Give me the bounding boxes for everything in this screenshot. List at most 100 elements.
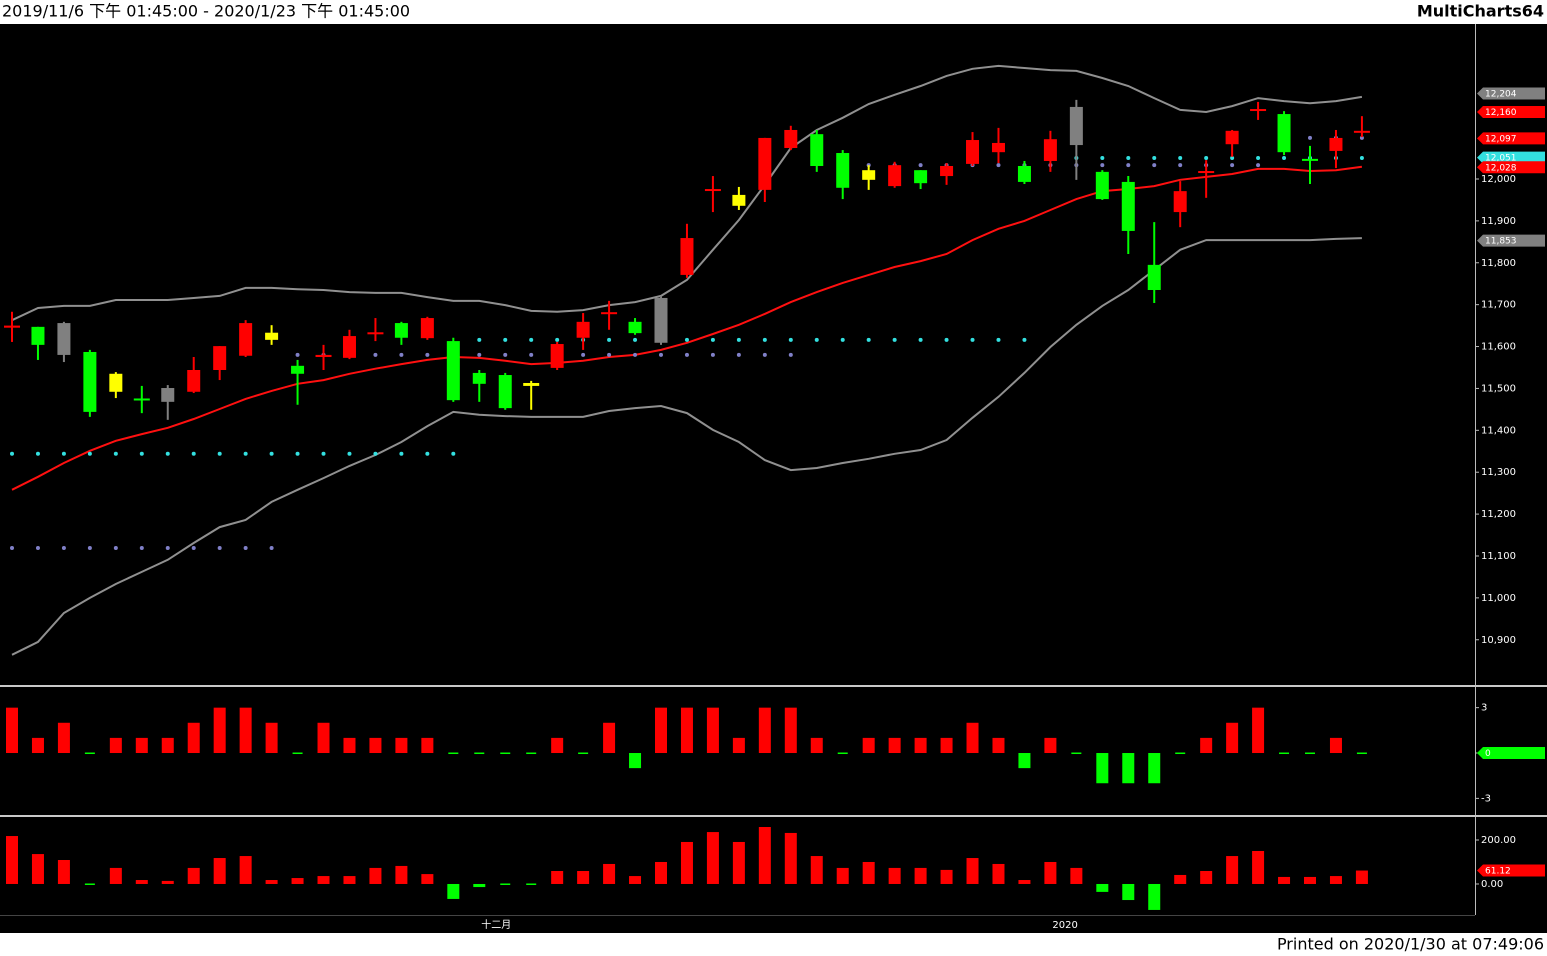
last-value-label: 12,051 bbox=[1485, 154, 1517, 164]
last-value-marker bbox=[1477, 864, 1545, 877]
indicator-bar bbox=[758, 827, 771, 884]
candle-body bbox=[109, 373, 123, 392]
level-dot bbox=[399, 352, 404, 357]
indicator-bar bbox=[1226, 856, 1239, 884]
indicator-bar bbox=[526, 752, 537, 755]
candle-body bbox=[133, 398, 150, 401]
indicator-bar bbox=[1252, 850, 1265, 884]
level-dot bbox=[607, 352, 612, 357]
indicator-bar bbox=[680, 841, 693, 884]
indicator-bar bbox=[57, 860, 70, 884]
candle-body bbox=[991, 142, 1005, 153]
indicator-bar bbox=[706, 707, 719, 754]
indicator-bar bbox=[914, 867, 927, 884]
level-dot bbox=[1256, 163, 1261, 168]
chart-area bbox=[0, 24, 1547, 933]
level-dot bbox=[1178, 156, 1183, 161]
level-dot bbox=[788, 337, 793, 342]
level-dot bbox=[191, 546, 196, 551]
last-value-label: 0 bbox=[1485, 749, 1491, 759]
app-name: MultiCharts64 bbox=[1417, 2, 1544, 21]
indicator-bar bbox=[421, 874, 434, 884]
level-dot bbox=[529, 352, 534, 357]
indicator-bar bbox=[291, 878, 304, 884]
indicator-bar bbox=[914, 737, 927, 754]
level-dot bbox=[1282, 156, 1287, 161]
level-dot bbox=[321, 451, 326, 456]
indicator-bar bbox=[1122, 883, 1135, 901]
indicator-bar bbox=[213, 858, 226, 884]
indicator-bar bbox=[31, 737, 44, 754]
candle-body bbox=[732, 194, 746, 206]
candle-body bbox=[446, 341, 460, 401]
level-dot bbox=[87, 451, 92, 456]
indicator-bar bbox=[1071, 752, 1082, 755]
level-dot bbox=[269, 546, 274, 551]
level-dot bbox=[918, 337, 923, 342]
indicator-line bbox=[11, 64, 1363, 322]
candle-body bbox=[576, 321, 590, 338]
y-tick-label: 11,600 bbox=[1481, 342, 1516, 353]
level-dot bbox=[451, 451, 456, 456]
indicator-bar bbox=[1200, 737, 1213, 754]
indicator-bar bbox=[109, 737, 122, 754]
candle-body bbox=[523, 382, 540, 386]
indicator-bar bbox=[577, 871, 590, 884]
candle-body bbox=[420, 318, 434, 339]
indicator-bar bbox=[84, 883, 95, 885]
print-info: Printed on 2020/1/30 at 07:49:06 bbox=[1277, 935, 1544, 954]
indicator-bar bbox=[343, 737, 356, 754]
indicator-bar bbox=[758, 707, 771, 754]
level-dot bbox=[1178, 163, 1183, 168]
indicator-bar bbox=[6, 836, 18, 884]
indicator-bar bbox=[31, 854, 44, 884]
candle-body bbox=[628, 321, 642, 334]
level-dot bbox=[944, 337, 949, 342]
level-dot bbox=[1256, 156, 1261, 161]
level-dot bbox=[1126, 163, 1131, 168]
indicator-bar bbox=[395, 737, 408, 754]
indicator-bar bbox=[732, 841, 745, 884]
indicator-bar bbox=[862, 737, 875, 754]
indicator-bar bbox=[1044, 737, 1057, 754]
last-value-marker bbox=[1477, 747, 1545, 760]
indicator-bar bbox=[680, 707, 693, 754]
indicator-bar bbox=[836, 867, 849, 884]
indicator-bar bbox=[187, 867, 200, 884]
last-value-marker bbox=[1477, 151, 1545, 164]
level-dot bbox=[1100, 163, 1105, 168]
level-dot bbox=[633, 352, 638, 357]
level-dot bbox=[1230, 163, 1235, 168]
level-dot bbox=[762, 337, 767, 342]
candle-body bbox=[239, 323, 253, 356]
candle-body bbox=[601, 312, 618, 315]
y-tick-label: 12,000 bbox=[1481, 174, 1516, 185]
level-dot bbox=[607, 337, 612, 342]
last-value-label: 12,204 bbox=[1485, 90, 1517, 100]
candle-body bbox=[1329, 137, 1343, 151]
level-dot bbox=[710, 352, 715, 357]
level-dot bbox=[165, 546, 170, 551]
x-tick-label: 2020 bbox=[1052, 920, 1077, 931]
y-tick-label: 200.00 bbox=[1481, 835, 1516, 846]
level-dot bbox=[840, 337, 845, 342]
y-tick-label: 11,700 bbox=[1481, 300, 1516, 311]
indicator-bar bbox=[213, 707, 226, 754]
indicator-bar bbox=[1174, 874, 1187, 884]
level-dot bbox=[477, 337, 482, 342]
y-tick-label: 11,800 bbox=[1481, 258, 1516, 269]
level-dot bbox=[269, 451, 274, 456]
indicator-bar bbox=[655, 861, 667, 884]
indicator-bar bbox=[447, 883, 460, 899]
level-dot bbox=[1022, 337, 1027, 342]
indicator-bar bbox=[395, 865, 408, 884]
indicator-bar bbox=[551, 737, 564, 754]
candle-body bbox=[862, 170, 876, 180]
level-dot bbox=[581, 352, 586, 357]
last-value-marker bbox=[1477, 87, 1545, 100]
indicator-bar bbox=[1329, 876, 1342, 884]
y-tick-label: 11,300 bbox=[1481, 467, 1516, 478]
indicator-bar bbox=[187, 722, 200, 754]
